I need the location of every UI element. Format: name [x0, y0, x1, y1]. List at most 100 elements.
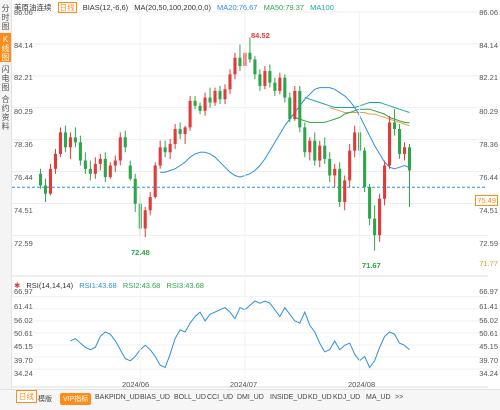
tab-contract-info[interactable]: 合约资料	[1, 95, 10, 131]
rsi-title[interactable]: RSI(14,14,14)	[26, 281, 74, 290]
candle-body	[113, 160, 117, 166]
candle-body	[388, 122, 392, 166]
toolbar-item-boll[interactable]: BOLL_UD	[174, 394, 206, 401]
price-axis-tick: 78.36	[479, 140, 498, 149]
candle-body	[53, 153, 57, 169]
candle-body	[218, 90, 222, 100]
candle-body	[178, 129, 182, 135]
price-axis-tick-left: 86.06	[14, 8, 33, 17]
instrument-name: 美原油连续	[14, 3, 52, 12]
candle-body	[313, 140, 317, 161]
candle-body	[348, 150, 352, 181]
candle-body	[407, 147, 412, 171]
candle-body	[48, 168, 53, 194]
candle-body	[73, 137, 77, 143]
toolbar-item-bakpidn[interactable]: BAKPIDN_UD	[95, 394, 140, 401]
price-axis-tick-left: 78.36	[14, 140, 33, 149]
candle-body	[38, 173, 43, 186]
candle-body	[123, 137, 127, 148]
x-axis-ticks	[139, 12, 361, 387]
candle-body	[158, 147, 162, 166]
chart-grid	[12, 11, 488, 388]
price-axis-tick: 76.44	[479, 173, 498, 182]
candle-body	[323, 145, 327, 159]
toolbar-item-kdj[interactable]: KDJ_UD	[333, 394, 361, 401]
toolbar-item-ma[interactable]: MA_UD	[366, 394, 391, 401]
candle-body	[278, 77, 282, 91]
toolbar-item-dmi[interactable]: DMI_UD	[237, 394, 264, 401]
candle-body	[58, 132, 62, 154]
local-low-annotation: 72.48	[131, 248, 150, 257]
period-badge[interactable]: 日线	[57, 2, 77, 13]
candle-body	[198, 105, 202, 111]
candle-body	[193, 100, 197, 106]
current-price-marker: 75.49	[475, 195, 498, 206]
candle-body	[68, 137, 72, 148]
price-axis-tick-left: 80.29	[14, 107, 33, 116]
toolbar-item-vip-indicators[interactable]: VIP指标	[60, 393, 92, 405]
indicator-toolbar: 指标 模版 VIP指标 BAKPIDN_UD BIAS_UD BOLL_UD C…	[0, 389, 500, 410]
price-axis-tick-left: 76.44	[14, 173, 33, 182]
ma100-line	[304, 97, 410, 113]
price-axis-tick: 74.51	[479, 206, 498, 215]
rsi-axis-tick-left: 45.15	[14, 342, 33, 351]
candle-body	[233, 57, 237, 75]
rsi-settings-icon[interactable]: ✱	[14, 281, 21, 290]
period-select[interactable]: 日线	[16, 390, 37, 403]
high-annotation: 84.52	[251, 31, 270, 40]
toolbar-more-button[interactable]: >>	[395, 394, 404, 401]
candle-body	[133, 178, 137, 204]
candle-body	[98, 158, 102, 164]
candle-body	[103, 158, 107, 178]
candle-body	[308, 140, 312, 153]
rsi-legend: ✱ RSI(14,14,14) RSI1:43.68 RSI2:43.68 RS…	[14, 281, 208, 290]
tab-kline[interactable]: K线图	[0, 33, 11, 62]
date-axis-label: 2024/06	[122, 380, 150, 389]
candle-body	[378, 198, 382, 236]
rsi1-value: RSI1:43.68	[79, 281, 117, 290]
candle-body	[208, 97, 212, 103]
candle-body	[393, 122, 397, 130]
rsi-series	[70, 300, 410, 369]
candle-body	[383, 165, 387, 199]
candle-body	[333, 168, 337, 176]
price-axis-tick: 84.14	[479, 41, 498, 50]
price-axis-tick-left: 84.14	[14, 41, 33, 50]
rsi-axis-tick-left: 66.97	[14, 287, 33, 296]
candle-body	[288, 97, 292, 120]
candle-body	[328, 158, 332, 176]
price-axis-tick-left: 82.21	[14, 73, 33, 82]
rsi-line	[70, 300, 410, 369]
candle-body	[188, 100, 192, 128]
toolbar-item-templates[interactable]: 模版	[38, 396, 52, 403]
candle-body	[293, 90, 297, 120]
candle-body	[63, 132, 67, 148]
rsi-axis-tick: 39.70	[479, 356, 498, 365]
candle-body	[298, 90, 302, 128]
candle-body	[128, 165, 132, 179]
candle-body	[283, 77, 287, 98]
price-axis-tick: 80.29	[479, 107, 498, 116]
candle-body	[338, 168, 342, 202]
bias-indicator-label[interactable]: BIAS(12,-6,6)	[82, 3, 129, 12]
candlestick-series	[38, 37, 412, 251]
rsi-axis-tick: 45.15	[479, 342, 498, 351]
toolbar-item-bias[interactable]: BIAS_UD	[140, 394, 170, 401]
candle-body	[108, 165, 112, 178]
candle-body	[43, 185, 48, 194]
toolbar-item-kd[interactable]: KD_UD	[308, 394, 332, 401]
price-axis-tick: 86.06	[479, 8, 498, 17]
tab-timeshare[interactable]: 分时图	[1, 4, 10, 31]
ma-indicator-label[interactable]: MA(20,50,100,200,0,0)	[134, 3, 211, 12]
candle-body	[78, 142, 82, 161]
rsi-grid	[12, 296, 488, 370]
candle-body	[173, 129, 177, 144]
rsi-axis-tick: 66.97	[479, 287, 498, 296]
candle-body	[353, 132, 357, 151]
date-axis-label: 2024/08	[348, 380, 376, 389]
tab-lightning[interactable]: 闪电图	[1, 65, 10, 92]
toolbar-item-cci[interactable]: CCI_UD	[207, 394, 234, 401]
candle-body	[228, 74, 232, 90]
toolbar-item-inside[interactable]: INSIDE_UD	[270, 394, 308, 401]
